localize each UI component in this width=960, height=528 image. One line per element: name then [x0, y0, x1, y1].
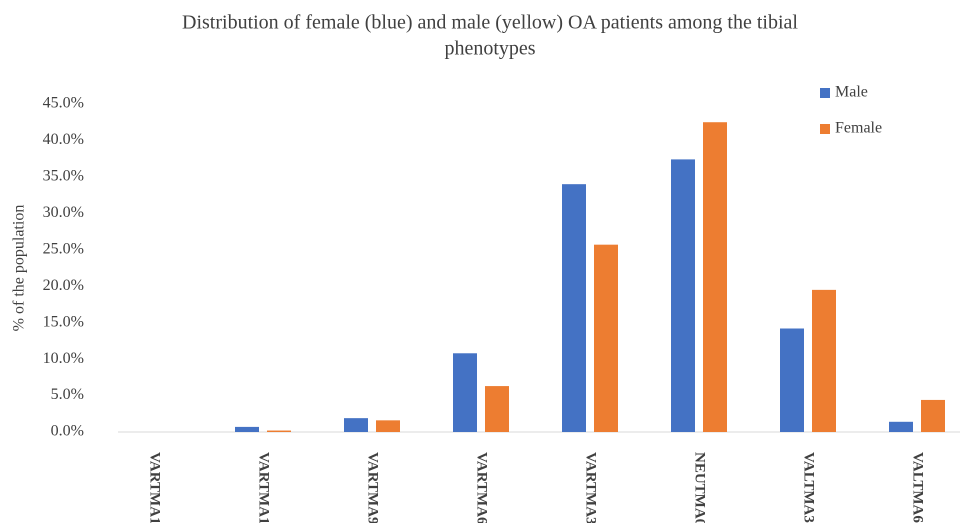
x-tick-label: NEUTMA0 [692, 452, 708, 523]
legend-label: Female [835, 120, 882, 137]
x-tick-label: VARTMA12 [256, 452, 272, 523]
x-tick-label: VARTMA6 [474, 452, 490, 523]
bar [344, 418, 368, 432]
x-tick-label: VALTMA6 [910, 452, 926, 523]
bar [889, 421, 913, 432]
x-tick-label: VALTMA3 [801, 452, 817, 523]
bar [453, 353, 477, 432]
chart-title: Distribution of female (blue) and male (… [182, 12, 798, 34]
bar [780, 328, 804, 432]
legend-swatch [820, 124, 830, 134]
chart-title: phenotypes [444, 38, 535, 60]
y-tick-label: 20.0% [43, 277, 84, 294]
x-tick-label: VARTMA3 [583, 452, 599, 523]
bar [921, 399, 945, 432]
y-tick-label: 45.0% [43, 95, 84, 112]
bar [267, 430, 291, 432]
y-tick-label: 5.0% [51, 386, 84, 403]
legend-label: Male [835, 84, 868, 101]
y-tick-label: 10.0% [43, 350, 84, 367]
y-tick-label: 30.0% [43, 204, 84, 221]
y-tick-label: 25.0% [43, 240, 84, 257]
y-tick-label: 40.0% [43, 131, 84, 148]
bar [671, 159, 695, 432]
y-axis-label: % of the population [11, 205, 28, 332]
x-tick-label: VARTMA15 [147, 452, 163, 523]
y-tick-label: 0.0% [51, 423, 84, 440]
bar [594, 244, 618, 432]
bar [235, 426, 259, 432]
bar [376, 420, 400, 432]
bar [812, 289, 836, 432]
x-tick-label: VARTMA9 [365, 452, 381, 523]
bar [562, 184, 586, 432]
legend-swatch [820, 88, 830, 98]
bar [485, 386, 509, 432]
y-tick-label: 35.0% [43, 168, 84, 185]
bar [703, 122, 727, 432]
y-tick-label: 15.0% [43, 313, 84, 330]
